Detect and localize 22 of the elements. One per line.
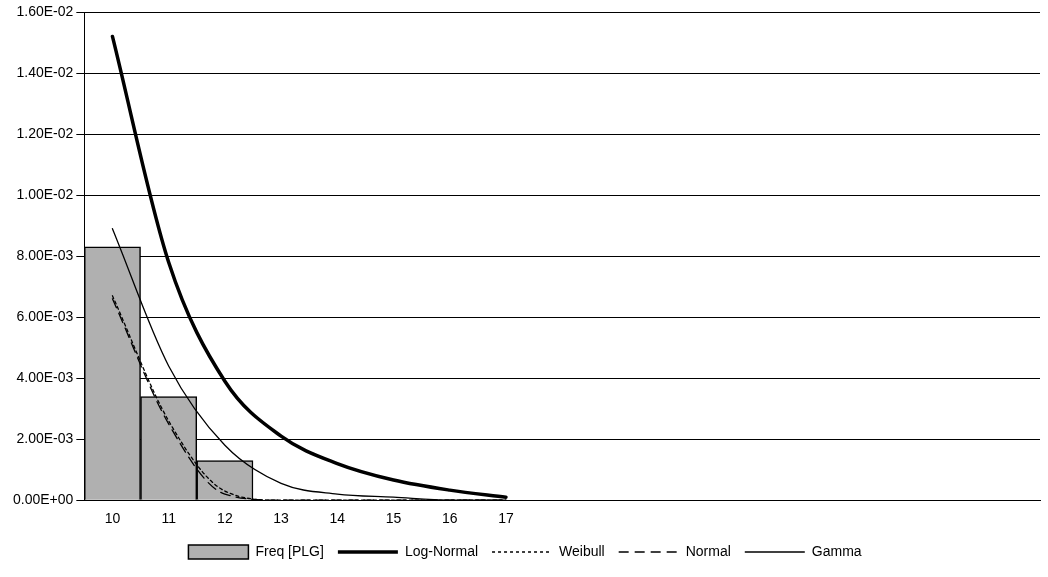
x-tick-label: 10	[104, 510, 121, 527]
y-tick-label: 2.00E-03	[16, 430, 74, 447]
y-tick-label: 1.00E-02	[16, 185, 74, 202]
y-tick-label: 1.40E-02	[16, 63, 74, 80]
x-tick-label: 16	[441, 510, 458, 527]
y-tick-label: 1.60E-02	[16, 2, 74, 19]
y-tick-label: 0.00E+00	[12, 491, 74, 508]
y-tick-label: 1.20E-02	[16, 124, 74, 141]
legend-label: Normal	[685, 542, 731, 559]
x-tick-label: 11	[161, 510, 177, 527]
x-tick-label: 15	[385, 510, 402, 527]
y-tick-label: 4.00E-03	[16, 369, 74, 386]
legend-label: Weibull	[559, 542, 605, 559]
x-tick-label: 14	[329, 510, 346, 527]
legend-label: Freq [PLG]	[255, 542, 324, 559]
legend-label: Gamma	[811, 542, 862, 559]
y-tick-label: 8.00E-03	[16, 246, 74, 263]
x-tick-label: 13	[273, 510, 290, 527]
y-tick-label: 6.00E-03	[16, 307, 74, 324]
legend-label: Log-Normal	[404, 542, 479, 559]
x-tick-label: 17	[498, 510, 514, 527]
x-tick-label: 12	[217, 510, 233, 527]
